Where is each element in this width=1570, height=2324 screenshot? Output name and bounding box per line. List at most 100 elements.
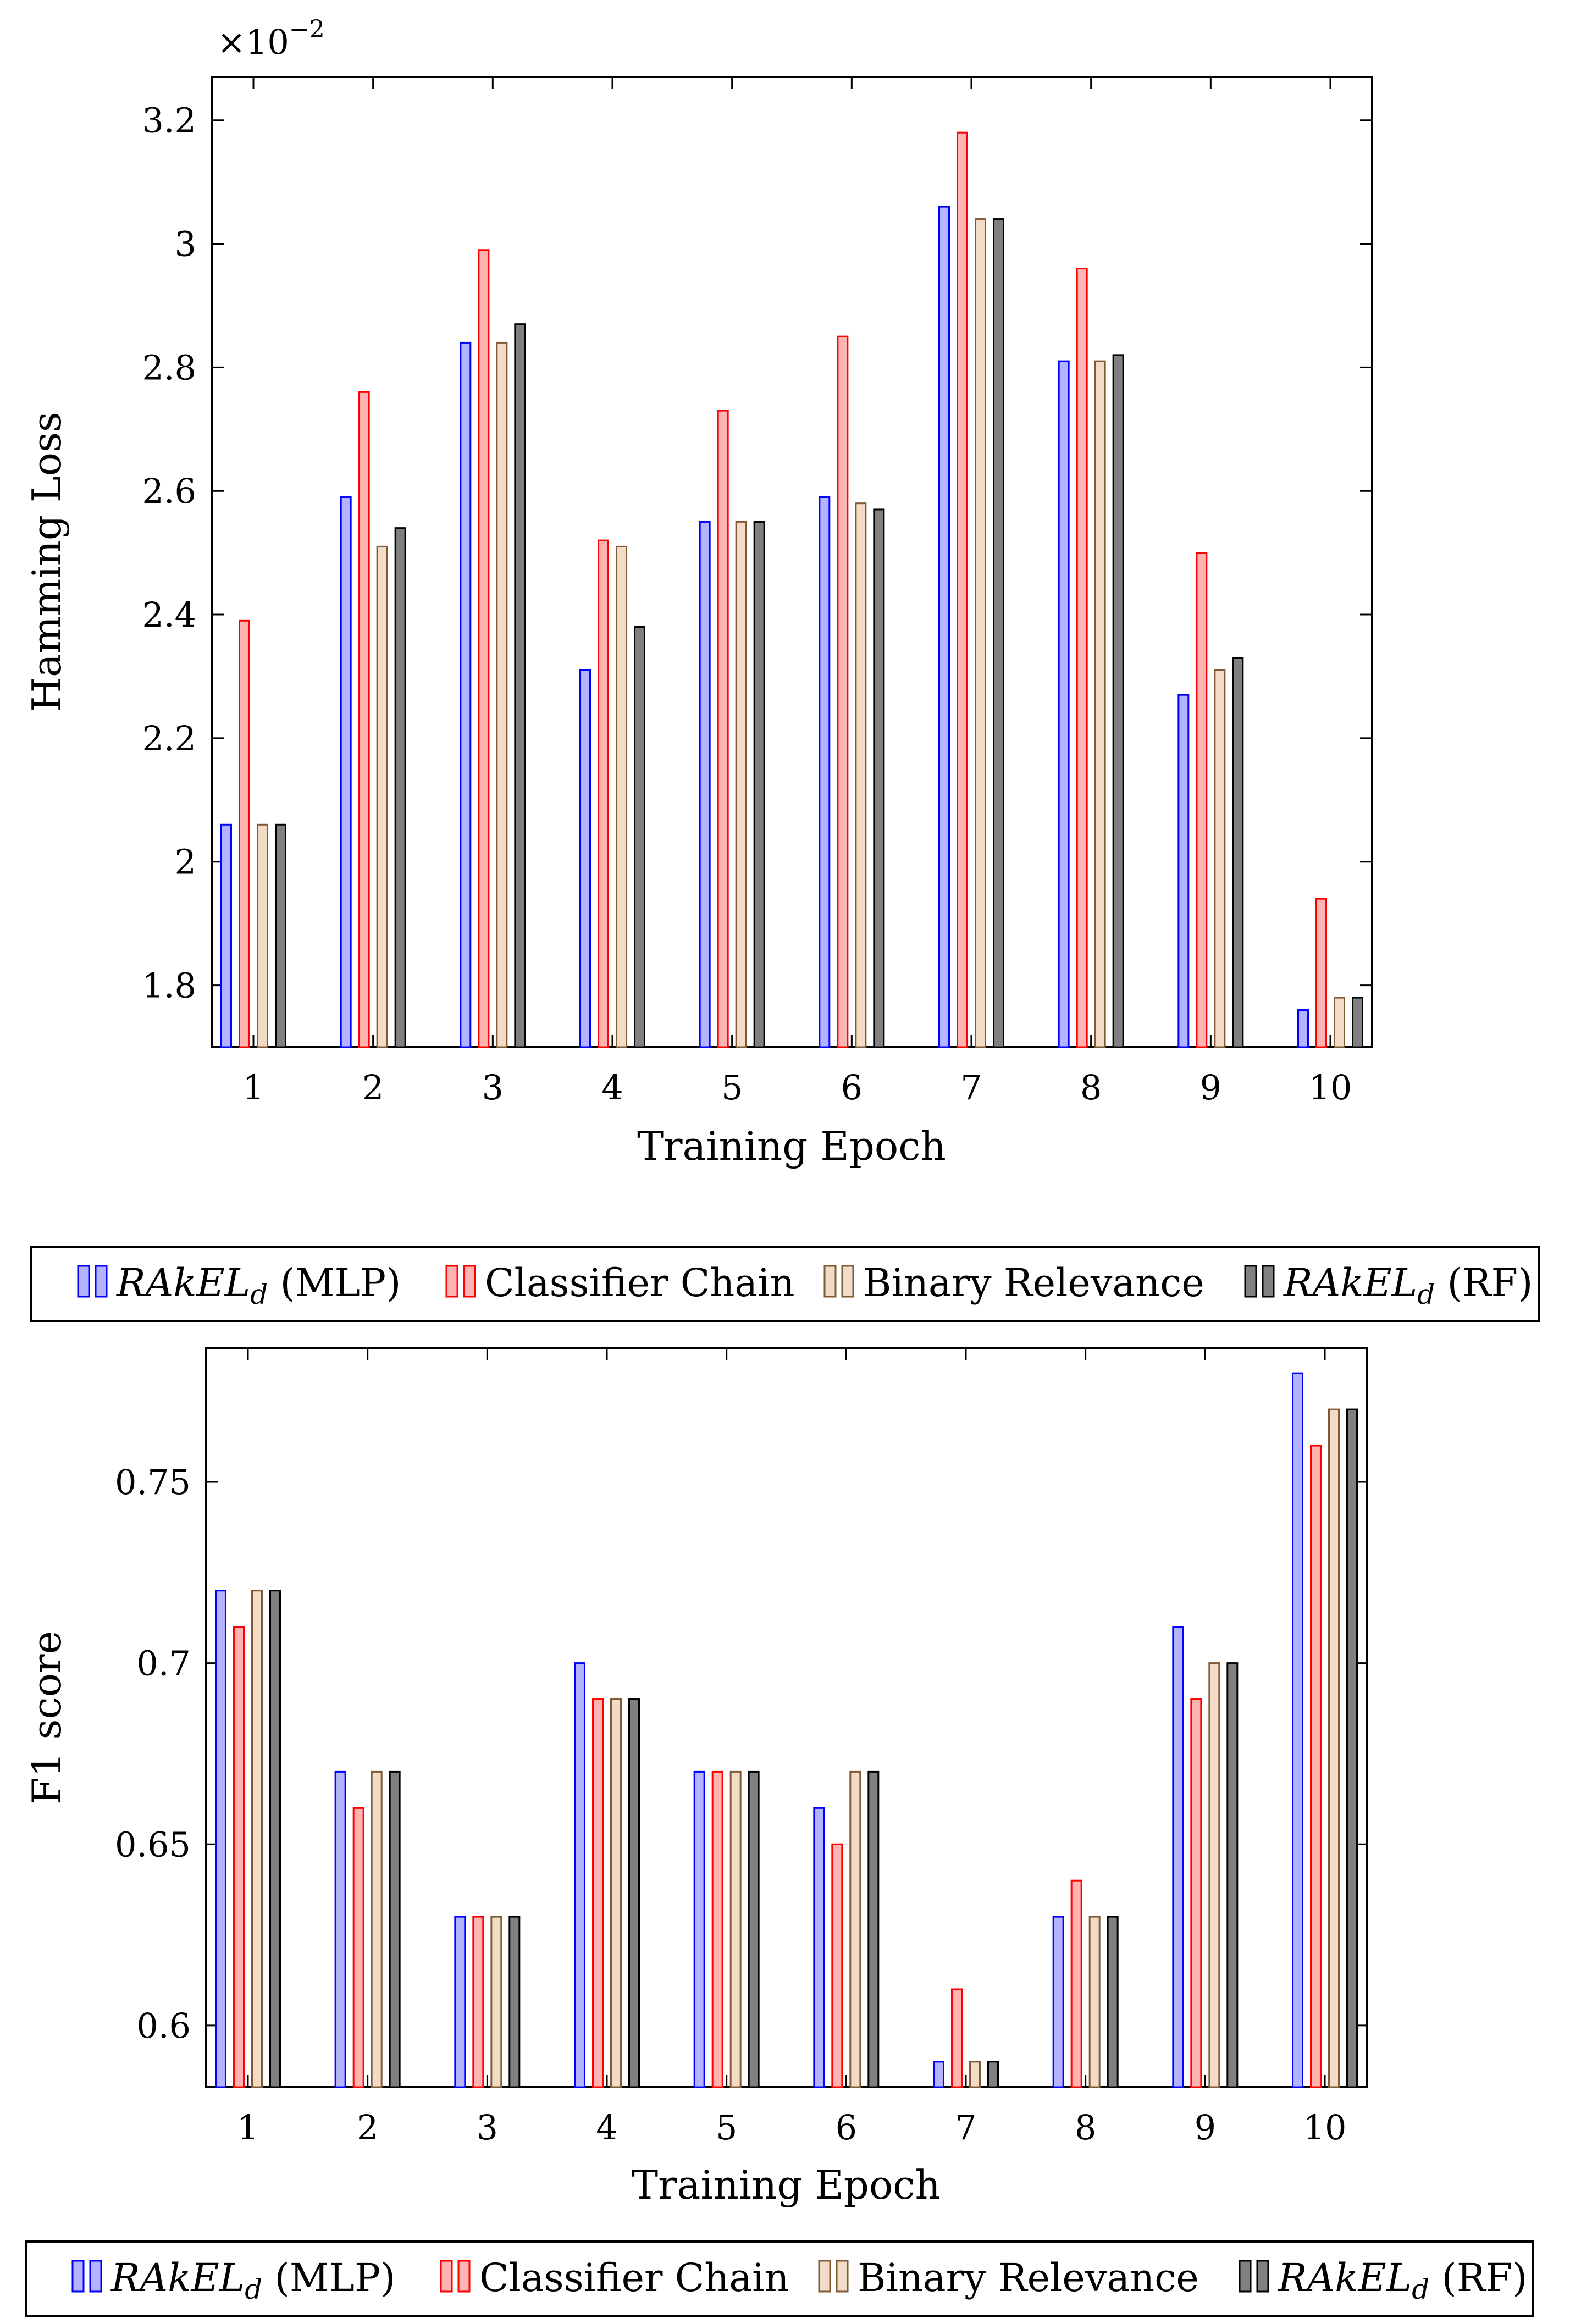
bar-rakel-mlp [938, 206, 950, 1048]
bar-binary-relevance [849, 1770, 861, 2088]
legend-swatch [818, 2260, 831, 2293]
legend-label: Binary Relevance [863, 1260, 1204, 1305]
legend-swatch [1256, 2260, 1269, 2293]
y-tick-label: 2.2 [142, 718, 196, 759]
bar-classifier-chain [591, 1698, 604, 2088]
x-tick-label: 3 [477, 2107, 498, 2148]
bar-rakel-rf [1232, 657, 1244, 1048]
bars [220, 131, 1364, 1048]
bar-binary-relevance [376, 545, 388, 1048]
bar-rakel-mlp [334, 1770, 346, 2088]
y-tick-label: 0.75 [115, 1462, 191, 1502]
bar-binary-relevance [1328, 1408, 1340, 2088]
legend-label: Classifier Chain [479, 2255, 789, 2300]
y-tick-label: 2 [175, 842, 196, 882]
bar-rakel-mlp [819, 496, 831, 1048]
bar-binary-relevance [1088, 1916, 1101, 2088]
bar-rakel-mlp [340, 496, 352, 1048]
legend-swatch [440, 2260, 453, 2293]
bar-classifier-chain [358, 391, 370, 1048]
bar-classifier-chain [1076, 268, 1088, 1048]
bar-binary-relevance [855, 502, 867, 1048]
bar-rakel-rf [1226, 1662, 1239, 2088]
plot-frame [211, 76, 1373, 1048]
legend-swatch [463, 1265, 476, 1298]
bar-rakel-rf [987, 2061, 999, 2088]
bar-binary-relevance [1094, 360, 1106, 1048]
y-tick-label: 0.6 [136, 2006, 191, 2046]
bar-rakel-mlp [460, 341, 472, 1048]
bar-rakel-mlp [1172, 1626, 1184, 2088]
x-tick-label: 2 [362, 1067, 384, 1108]
legend-swatch [71, 2260, 85, 2293]
bar-classifier-chain [233, 1626, 245, 2088]
bar-rakel-rf [389, 1770, 401, 2088]
x-ticks: 1 2 3 4 5 6 7 8 9 10 [242, 77, 1352, 1108]
bar-classifier-chain [352, 1807, 364, 2088]
bar-classifier-chain [711, 1770, 723, 2088]
x-tick-label: 8 [1080, 1067, 1102, 1108]
legend-label: RAkELd (MLP) [115, 1260, 401, 1310]
bar-binary-relevance [969, 2061, 981, 2088]
bar-rakel-rf [394, 527, 406, 1048]
plot-frame [205, 1347, 1368, 2088]
bar-rakel-rf [867, 1770, 880, 2088]
bar-rakel-rf [993, 218, 1005, 1048]
bar-rakel-rf [1346, 1408, 1358, 2088]
bar-binary-relevance [615, 545, 627, 1048]
legend-label: RAkELd (RF) [1282, 1260, 1533, 1310]
legend-swatch [823, 1265, 837, 1298]
x-tick-label: 8 [1075, 2107, 1096, 2148]
x-tick-label: 1 [237, 2107, 258, 2148]
bar-rakel-rf [1107, 1916, 1119, 2088]
bars [214, 1372, 1358, 2088]
bar-binary-relevance [371, 1770, 383, 2088]
y-tick-label: 3.2 [142, 101, 196, 141]
legend-swatch [95, 1265, 108, 1298]
bar-binary-relevance [251, 1590, 263, 2088]
y-axis-label: Hamming Loss [24, 412, 70, 712]
bar-binary-relevance [1208, 1662, 1220, 2088]
y-tick-label: 3 [175, 224, 196, 264]
bar-binary-relevance [1334, 997, 1346, 1048]
y-ticks: 0.6 0.65 0.7 0.75 [115, 1462, 1367, 2046]
legend-top: RAkELd (MLP) Classifier Chain Binary Relev… [30, 1246, 1540, 1322]
bar-rakel-rf [748, 1770, 760, 2088]
bar-classifier-chain [1310, 1445, 1322, 2088]
x-tick-label: 6 [841, 1067, 863, 1108]
x-axis-label: Training Epoch [632, 2162, 941, 2208]
bar-binary-relevance [496, 341, 508, 1048]
bar-rakel-mlp [1297, 1009, 1309, 1048]
legend-swatch [1262, 1265, 1275, 1298]
legend-frame [30, 1246, 1540, 1322]
bar-classifier-chain [472, 1916, 484, 2088]
bar-classifier-chain [837, 335, 849, 1048]
x-tick-label: 10 [1303, 2107, 1347, 2148]
x-axis-label: Training Epoch [637, 1123, 946, 1169]
x-tick-label: 1 [242, 1067, 264, 1108]
bar-rakel-mlp [1178, 694, 1190, 1048]
x-tick-label: 6 [836, 2107, 857, 2148]
bar-classifier-chain [831, 1843, 843, 2088]
legend-swatch [1244, 1265, 1257, 1298]
x-tick-label: 4 [601, 1067, 623, 1108]
x-tick-label: 9 [1200, 1067, 1221, 1108]
y-axis-label: F1 score [24, 1631, 70, 1805]
bar-classifier-chain [951, 1988, 963, 2088]
bar-rakel-rf [628, 1698, 640, 2088]
legend-label: Classifier Chain [485, 1260, 795, 1305]
legend-swatch [841, 1265, 854, 1298]
bar-binary-relevance [975, 218, 987, 1048]
y-tick-label: 2.4 [142, 595, 196, 635]
legend-swatch [836, 2260, 849, 2293]
bar-rakel-rf [753, 521, 765, 1048]
x-tick-label: 4 [596, 2107, 617, 2148]
chart-f1-score: 0.6 0.65 0.7 0.75 1 2 3 4 5 6 7 8 9 10 Training Epoc… [24, 1347, 1368, 2208]
legend-swatch [445, 1265, 458, 1298]
chart-hamming-loss: ×10−2 1.8 2 2.2 2.4 2.6 2.8 3 3.2 1 2 3 4 5 6 7 8 9 10 T… [24, 15, 1373, 1169]
bar-binary-relevance [729, 1770, 742, 2088]
x-tick-label: 5 [721, 1067, 743, 1108]
legend-label: RAkELd (MLP) [110, 2255, 395, 2305]
bar-rakel-mlp [699, 521, 711, 1048]
